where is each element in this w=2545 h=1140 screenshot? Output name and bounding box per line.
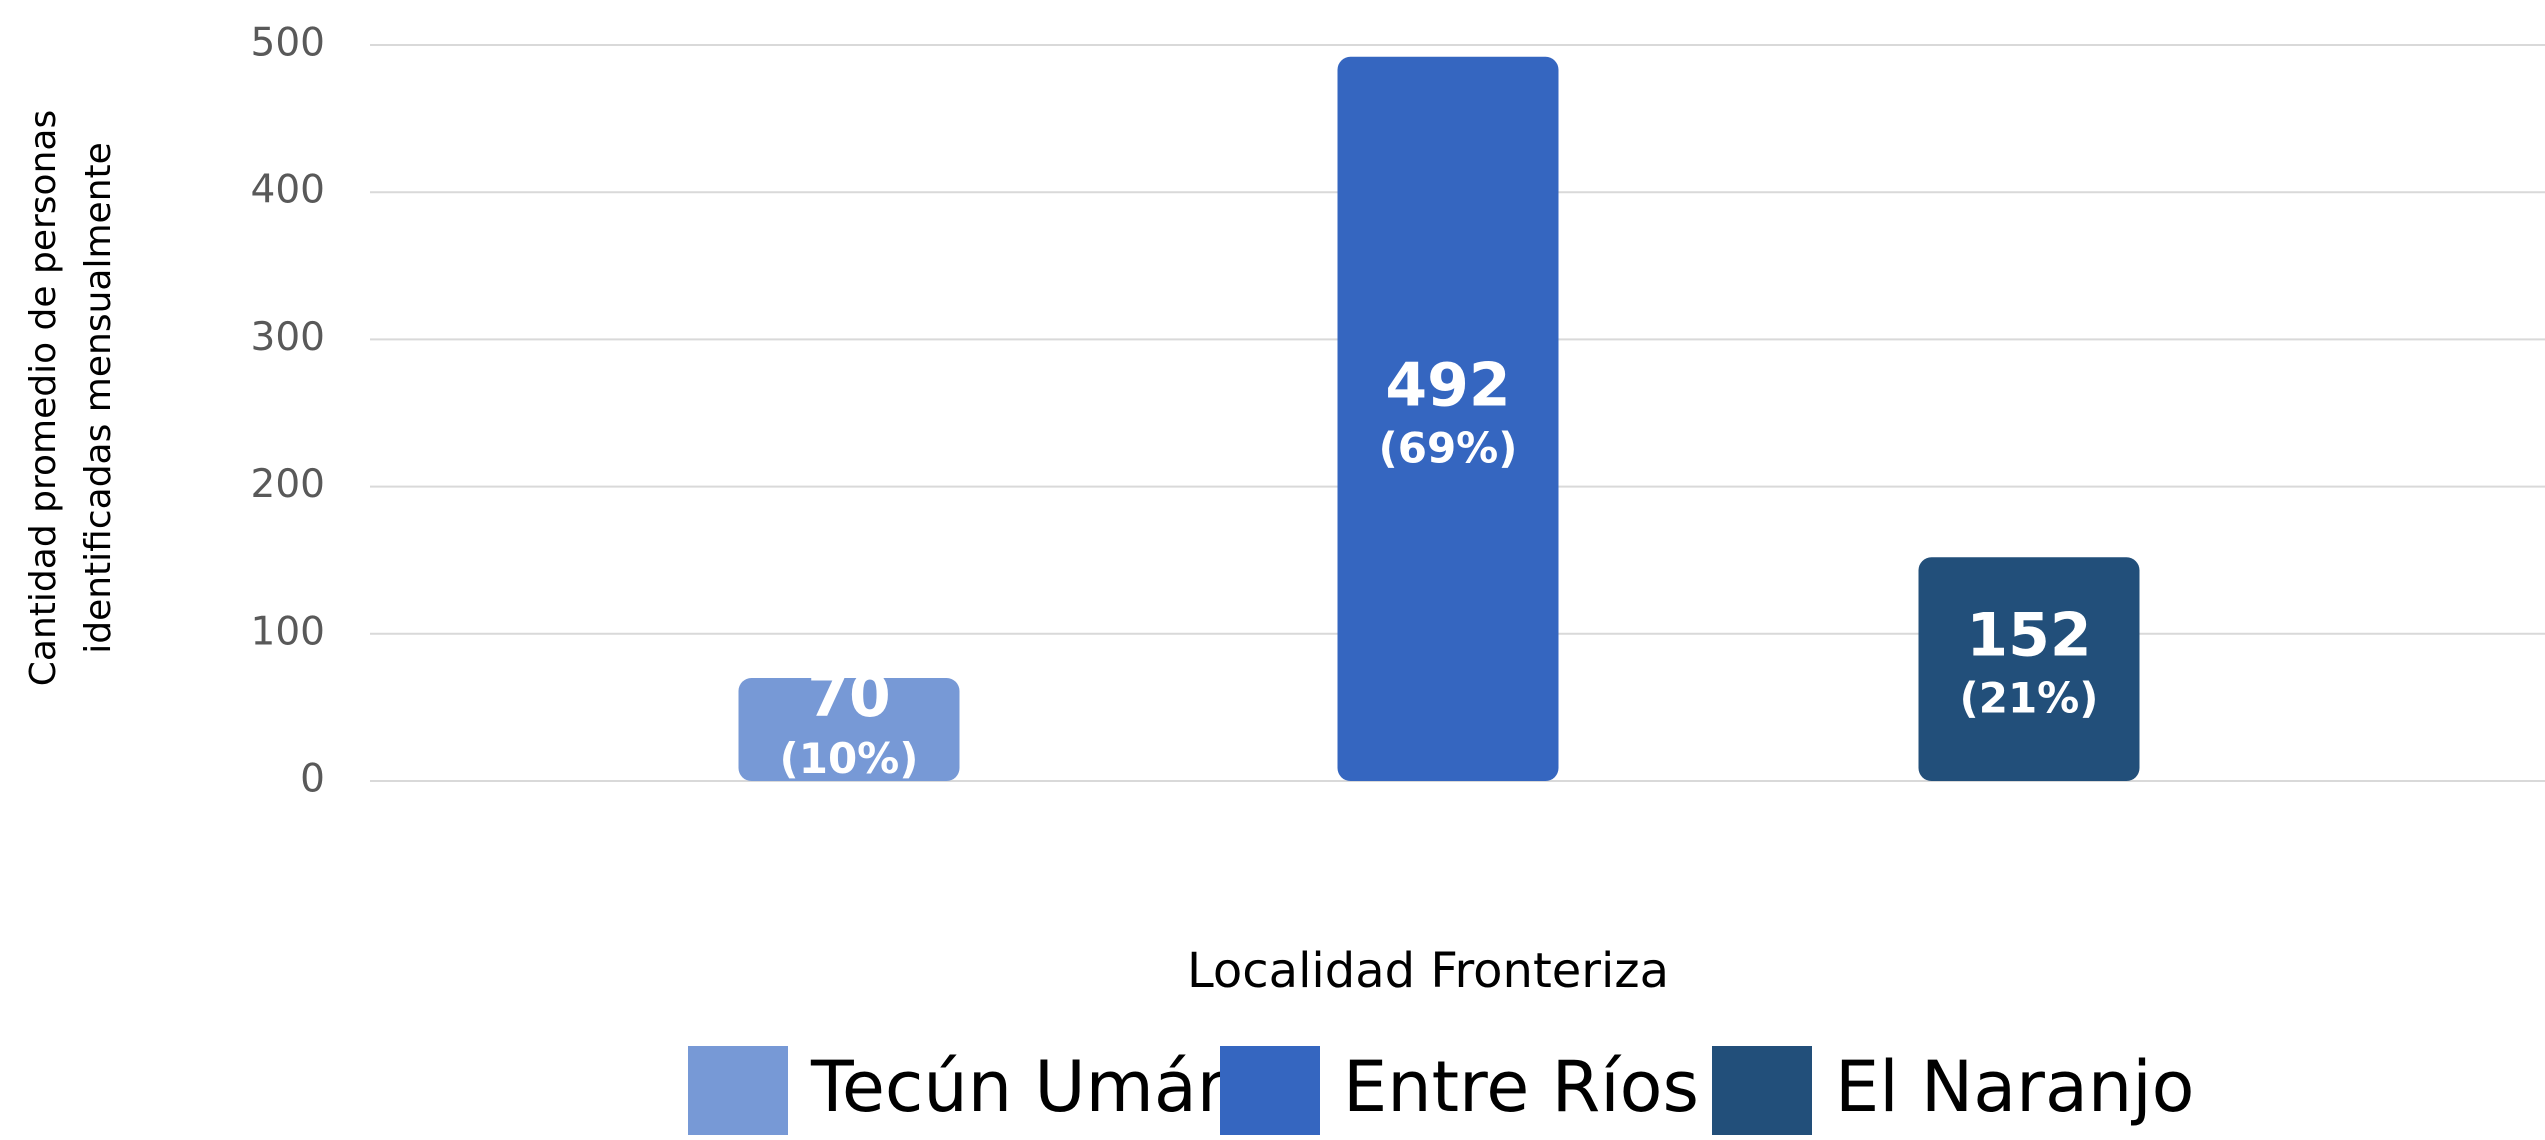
- y-axis-title-line: identificadas mensualmente: [78, 142, 119, 654]
- legend-label: El Naranjo: [1835, 1046, 2195, 1128]
- y-axis-title-line: Cantidad promedio de personas: [23, 110, 64, 686]
- y-axis-title: Cantidad promedio de personas identifica…: [23, 110, 119, 686]
- share-label: (69%): [1379, 423, 1518, 472]
- bar: [738, 677, 960, 781]
- bar: [1337, 56, 1559, 781]
- legend-label: Entre Ríos: [1343, 1046, 1699, 1128]
- data-label: 152: [1966, 601, 2091, 671]
- share-label: (10%): [780, 734, 919, 783]
- legend-swatch: [1712, 1046, 1812, 1135]
- y-tick-label: 400: [251, 168, 325, 213]
- x-axis-title: Localidad Fronteriza: [1187, 943, 1669, 999]
- y-tick-label: 0: [300, 757, 325, 802]
- legend-swatch: [688, 1046, 788, 1135]
- y-tick-label: 200: [251, 462, 325, 507]
- y-tick-label: 300: [251, 315, 325, 360]
- y-tick-label: 100: [251, 609, 325, 654]
- legend-label: Tecún Umán: [810, 1046, 1241, 1128]
- data-label: 492: [1385, 350, 1510, 420]
- y-tick-label: 500: [251, 21, 325, 66]
- legend-swatch: [1220, 1046, 1320, 1135]
- data-label: 70: [807, 661, 891, 731]
- bar: [1918, 557, 2140, 781]
- share-label: (21%): [1960, 674, 2099, 723]
